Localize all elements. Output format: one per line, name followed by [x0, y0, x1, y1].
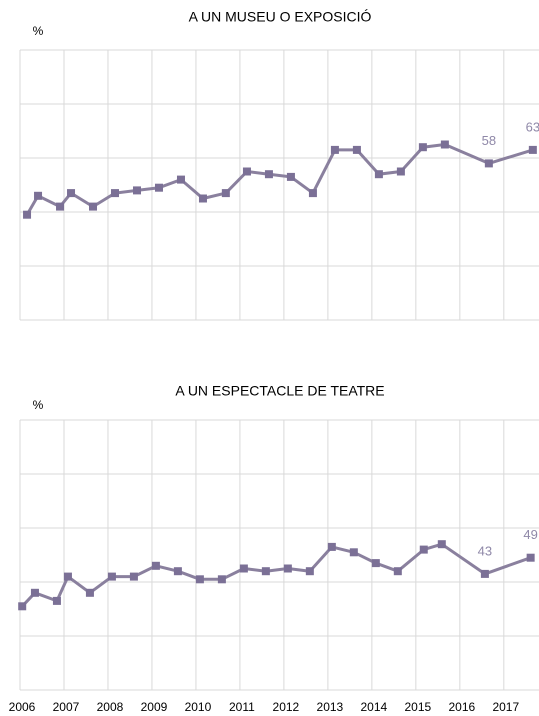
marker — [154, 183, 163, 192]
data-label: 58 — [482, 133, 496, 148]
marker — [374, 170, 383, 179]
marker — [484, 159, 493, 168]
marker — [261, 567, 270, 576]
marker — [129, 572, 138, 581]
line — [25, 143, 534, 216]
data-label: 63 — [526, 119, 539, 134]
marker — [217, 575, 226, 584]
marker — [480, 569, 489, 578]
marker — [352, 145, 361, 154]
marker — [330, 145, 339, 154]
chart-title: A UN ESPECTACLE DE TEATRE — [175, 383, 384, 399]
marker — [526, 553, 535, 562]
y-unit: % — [33, 24, 44, 38]
marker — [89, 202, 98, 211]
marker — [63, 572, 72, 581]
marker — [418, 143, 427, 152]
marker — [23, 210, 32, 219]
marker — [18, 602, 27, 611]
x-tick-label: 2012 — [273, 700, 300, 714]
marker — [242, 167, 251, 176]
marker — [349, 548, 358, 557]
x-tick-label: 2011 — [229, 700, 255, 714]
marker — [371, 559, 380, 568]
data-label: 49 — [523, 527, 537, 542]
marker — [85, 588, 94, 597]
marker — [221, 189, 230, 198]
x-tick-label: 2014 — [361, 700, 388, 714]
x-tick-label: 2006 — [9, 700, 36, 714]
marker — [195, 575, 204, 584]
data-label: 43 — [478, 543, 492, 558]
marker — [437, 540, 446, 549]
marker — [198, 194, 207, 203]
x-tick-label: 2008 — [97, 700, 124, 714]
marker — [305, 567, 314, 576]
marker — [176, 175, 185, 184]
marker — [308, 189, 317, 198]
marker — [283, 564, 292, 573]
x-tick-label: 2009 — [141, 700, 168, 714]
marker — [239, 564, 248, 573]
line — [21, 542, 532, 608]
marker — [264, 170, 273, 179]
marker — [56, 202, 65, 211]
x-tick-label: 2016 — [448, 700, 475, 714]
x-tick-label: 2013 — [317, 700, 344, 714]
marker — [34, 191, 43, 200]
marker — [132, 186, 141, 195]
marker — [30, 588, 39, 597]
marker — [419, 545, 428, 554]
chart-title: A UN MUSEU O EXPOSICIÓ — [189, 9, 372, 25]
marker — [67, 189, 76, 198]
x-tick-label: 2017 — [492, 700, 519, 714]
marker — [327, 542, 336, 551]
marker — [111, 189, 120, 198]
marker — [151, 561, 160, 570]
x-tick-label: 2007 — [53, 700, 80, 714]
marker — [107, 572, 116, 581]
marker — [440, 140, 449, 149]
marker — [52, 596, 61, 605]
marker — [286, 172, 295, 181]
marker — [173, 567, 182, 576]
y-unit: % — [33, 398, 44, 412]
x-tick-label: 2015 — [404, 700, 431, 714]
marker — [396, 167, 405, 176]
marker — [528, 145, 537, 154]
x-tick-label: 2010 — [185, 700, 212, 714]
marker — [393, 567, 402, 576]
